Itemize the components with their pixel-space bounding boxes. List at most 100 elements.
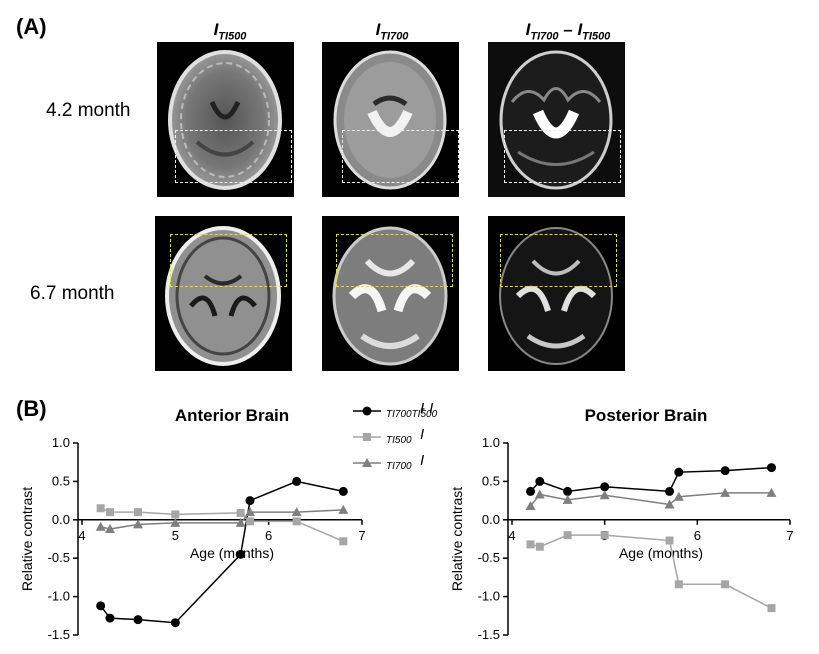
chart-title: Posterior Brain: [585, 406, 708, 425]
panel-label-a: (A): [16, 14, 47, 39]
panel-label-b: (B): [16, 396, 47, 421]
mri-image-4-2-month-difference: [488, 42, 625, 197]
data-point: [96, 601, 106, 611]
anterior-roi-box: [336, 234, 453, 287]
anterior-brain-chart: Anterior Brain 1.0 0.5 0.0 -0.5 -1.0 -1.5 4 5 6 7 A…: [19, 406, 366, 642]
data-point: [292, 476, 302, 486]
mri-image-4-2-month-ti500: [157, 42, 294, 197]
data-point: [96, 504, 105, 513]
y-tick-label: -1.0: [478, 589, 500, 604]
y-tick-label: 1.0: [52, 435, 70, 450]
data-point: [535, 476, 545, 486]
data-point: [766, 463, 776, 473]
data-point: [338, 486, 348, 496]
data-point: [674, 580, 683, 589]
y-tick-label: 0.5: [52, 473, 70, 488]
data-point: [105, 613, 115, 623]
legend-item-ti700: I TI700: [352, 452, 522, 478]
posterior-roi-box: [504, 130, 621, 183]
series-line: [100, 480, 344, 624]
series-line: [100, 507, 344, 542]
y-tick-label: -1.5: [48, 627, 70, 642]
data-point: [245, 507, 255, 517]
mri-image-6-7-month-ti700: [322, 216, 459, 371]
y-tick-label: 0.5: [482, 473, 500, 488]
x-axis-label: Age (months): [190, 545, 274, 561]
data-point: [133, 519, 143, 529]
x-tick-label: 4: [508, 528, 515, 543]
data-point: [720, 487, 731, 497]
series-line: [529, 492, 772, 507]
data-point: [170, 618, 180, 628]
data-point: [105, 524, 115, 534]
x-tick-label: 7: [358, 528, 365, 543]
y-axis-label: Relative contrast: [19, 487, 35, 591]
column-header-ti700: ITI700: [375, 20, 409, 43]
data-point: [721, 580, 730, 589]
y-tick-label: 0.0: [52, 512, 70, 527]
series-line: [100, 509, 344, 530]
x-tick-label: 7: [786, 528, 793, 543]
y-tick-label: -0.5: [478, 550, 500, 565]
posterior-roi-box: [342, 130, 459, 183]
data-point: [665, 486, 675, 496]
x-tick-label: 6: [265, 528, 272, 543]
y-tick-label: 0.0: [482, 512, 500, 527]
data-point: [526, 486, 536, 496]
legend-item-difference: I TI700 - I TI500: [352, 400, 522, 426]
data-point: [339, 537, 348, 546]
x-tick-label: 4: [78, 528, 85, 543]
data-point: [245, 496, 255, 506]
y-tick-label: -1.5: [478, 627, 500, 642]
mri-image-6-7-month-difference: [488, 216, 625, 371]
data-point: [525, 500, 536, 510]
data-point: [236, 508, 245, 517]
x-tick-label: 6: [694, 528, 701, 543]
row-label-6-7-month: 6.7 month: [30, 283, 115, 304]
column-header-difference: ITI700 – ITI500: [525, 20, 611, 43]
data-point: [720, 466, 730, 476]
data-point: [236, 549, 246, 559]
data-point: [133, 615, 143, 625]
y-axis-label: Relative contrast: [449, 487, 465, 591]
posterior-brain-chart: Posterior Brain1.00.50.0-0.5-1.0-1.54567…: [449, 406, 794, 642]
data-point: [599, 490, 610, 500]
data-point: [535, 542, 544, 551]
data-point: [292, 517, 301, 526]
data-point: [600, 482, 610, 492]
x-axis-label: Age (months): [619, 545, 703, 561]
y-tick-label: -1.0: [48, 589, 70, 604]
data-point: [171, 510, 180, 519]
posterior-roi-box: [175, 130, 292, 183]
data-point: [562, 494, 573, 504]
data-point: [291, 507, 302, 517]
data-point: [246, 517, 254, 526]
anterior-roi-box: [170, 234, 287, 287]
column-header-ti500: ITI500: [213, 20, 247, 43]
mri-image-4-2-month-ti700: [322, 42, 459, 197]
data-point: [674, 467, 684, 477]
series-line: [530, 534, 772, 609]
data-point: [95, 521, 106, 531]
anterior-roi-box: [500, 234, 617, 287]
mri-image-6-7-month-ti500: [155, 216, 292, 371]
data-point: [134, 508, 142, 517]
data-point: [664, 499, 675, 509]
chart-legend: I TI700 - I TI500 I TI500 I TI700: [352, 400, 522, 478]
data-point: [534, 489, 545, 499]
data-point: [170, 517, 181, 527]
data-point: [563, 486, 573, 496]
legend-item-ti500: I TI500: [352, 426, 522, 452]
data-point: [338, 504, 349, 514]
data-point: [526, 540, 535, 549]
data-point: [563, 531, 572, 540]
data-point: [665, 536, 674, 545]
row-label-4-2-month: 4.2 month: [46, 100, 131, 121]
y-tick-label: -0.5: [48, 550, 70, 565]
y-tick-label: 1.0: [482, 435, 500, 450]
data-point: [766, 487, 777, 497]
data-point: [106, 508, 114, 517]
data-point: [600, 531, 609, 540]
data-point: [673, 491, 684, 501]
data-point: [767, 604, 776, 613]
